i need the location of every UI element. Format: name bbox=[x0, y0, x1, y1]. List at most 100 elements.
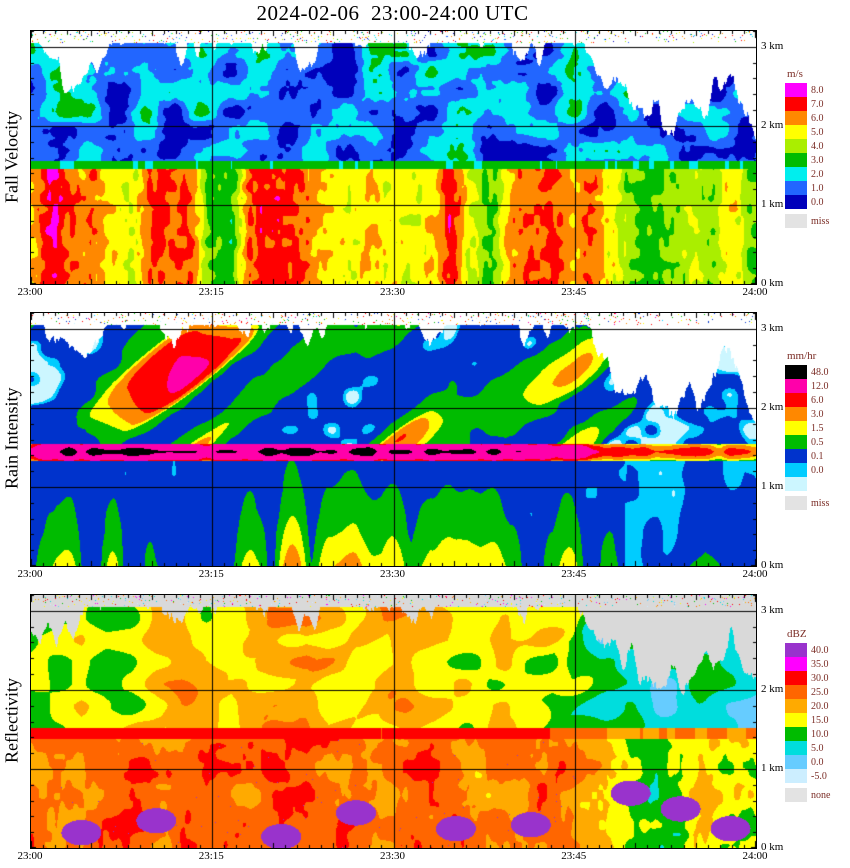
legend-missing-swatch bbox=[785, 788, 807, 802]
fall-velocity-legend-entry: 6.0 bbox=[785, 111, 845, 125]
reflectivity-legend-entry: 15.0 bbox=[785, 713, 845, 727]
rain-intensity-legend-entry: 6.0 bbox=[785, 393, 845, 407]
reflectivity-heatmap bbox=[31, 595, 756, 848]
time-tick-label: 23:45 bbox=[561, 850, 587, 862]
rain-intensity-legend-entry: 3.0 bbox=[785, 407, 845, 421]
time-tick-label: 23:15 bbox=[198, 850, 224, 862]
fall-velocity-legend-entry: 2.0 bbox=[785, 167, 845, 181]
legend-swatch bbox=[785, 139, 807, 153]
time-tick-label: 23:30 bbox=[379, 286, 406, 298]
fall-velocity-unit-label: m/s bbox=[787, 68, 803, 80]
legend-value-label: 0.0 bbox=[811, 464, 824, 476]
legend-swatch bbox=[785, 83, 807, 97]
legend-swatch bbox=[785, 125, 807, 139]
time-tick-label: 23:00 bbox=[17, 568, 43, 580]
legend-swatch bbox=[785, 657, 807, 671]
time-tick-label: 23:45 bbox=[561, 568, 587, 580]
fall-velocity-legend: m/s 8.0 7.0 6.0 5.0 4.0 3.0 2.0 1.0 0.0 miss bbox=[785, 68, 845, 228]
legend-value-label: 6.0 bbox=[811, 394, 824, 406]
height-tick-label: 0 km bbox=[761, 841, 784, 853]
rain-intensity-legend-entry: 48.0 bbox=[785, 365, 845, 379]
legend-swatch bbox=[785, 379, 807, 393]
legend-value-label: 3.0 bbox=[811, 154, 824, 166]
legend-value-label: 15.0 bbox=[811, 714, 829, 726]
legend-value-label: 0.0 bbox=[811, 196, 824, 208]
legend-value-label: 40.0 bbox=[811, 644, 829, 656]
height-tick-label: 0 km bbox=[761, 559, 784, 571]
reflectivity-legend-entry: 30.0 bbox=[785, 671, 845, 685]
legend-swatch bbox=[785, 393, 807, 407]
legend-value-label: 1.5 bbox=[811, 422, 824, 434]
legend-swatch bbox=[785, 167, 807, 181]
legend-swatch bbox=[785, 181, 807, 195]
legend-swatch bbox=[785, 671, 807, 685]
fall-velocity-heatmap bbox=[31, 31, 756, 284]
legend-swatch bbox=[785, 97, 807, 111]
legend-value-label: 30.0 bbox=[811, 672, 829, 684]
reflectivity-unit-label: dBZ bbox=[787, 628, 807, 640]
reflectivity-legend-entry: 5.0 bbox=[785, 741, 845, 755]
legend-swatch bbox=[785, 153, 807, 167]
legend-value-label: 5.0 bbox=[811, 742, 824, 754]
legend-value-label: 1.0 bbox=[811, 182, 824, 194]
legend-swatch bbox=[785, 699, 807, 713]
reflectivity-legend-entry: 10.0 bbox=[785, 727, 845, 741]
legend-missing-label: none bbox=[811, 789, 831, 801]
reflectivity-legend-entry: 20.0 bbox=[785, 699, 845, 713]
height-tick-label: 2 km bbox=[761, 400, 784, 413]
legend-value-label: 3.0 bbox=[811, 408, 824, 420]
legend-value-label: 8.0 bbox=[811, 84, 824, 96]
time-tick-label: 23:45 bbox=[561, 286, 587, 298]
legend-swatch bbox=[785, 435, 807, 449]
legend-swatch bbox=[785, 463, 807, 477]
legend-value-label: 0.0 bbox=[811, 756, 824, 768]
height-tick-label: 2 km bbox=[761, 118, 784, 131]
legend-missing-swatch bbox=[785, 214, 807, 228]
legend-swatch bbox=[785, 449, 807, 463]
reflectivity-legend-missing: none bbox=[785, 788, 845, 802]
reflectivity-legend-entry: -5.0 bbox=[785, 769, 845, 783]
fall-velocity-plot-area bbox=[30, 30, 757, 285]
reflectivity-legend-entry: 0.0 bbox=[785, 755, 845, 769]
fall-velocity-legend-entry: 0.0 bbox=[785, 195, 845, 209]
height-tick-label: 3 km bbox=[761, 321, 784, 334]
legend-value-label: 0.1 bbox=[811, 450, 824, 462]
legend-value-label: 10.0 bbox=[811, 728, 829, 740]
height-tick-label: 0 km bbox=[761, 277, 784, 289]
legend-swatch bbox=[785, 477, 807, 491]
legend-value-label: 35.0 bbox=[811, 658, 829, 670]
fall-velocity-legend-entry: 1.0 bbox=[785, 181, 845, 195]
time-tick-label: 23:30 bbox=[379, 850, 406, 862]
rain-intensity-legend-entry: 1.5 bbox=[785, 421, 845, 435]
legend-value-label: 4.0 bbox=[811, 140, 824, 152]
rain-intensity-legend: mm/hr 48.0 12.0 6.0 3.0 1.5 0.5 0.1 0.0 miss bbox=[785, 350, 845, 510]
fall-velocity-legend-entry: 5.0 bbox=[785, 125, 845, 139]
rain-intensity-legend-entry: 12.0 bbox=[785, 379, 845, 393]
legend-swatch bbox=[785, 643, 807, 657]
reflectivity-legend-entry: 25.0 bbox=[785, 685, 845, 699]
height-tick-label: 1 km bbox=[761, 761, 784, 774]
reflectivity-axis-title: Reflectivity bbox=[1, 678, 22, 763]
fall-velocity-legend-entry: 8.0 bbox=[785, 83, 845, 97]
legend-value-label: 5.0 bbox=[811, 126, 824, 138]
fall-velocity-legend-entry: 7.0 bbox=[785, 97, 845, 111]
legend-swatch bbox=[785, 741, 807, 755]
rain-intensity-legend-entry: 0.1 bbox=[785, 449, 845, 463]
height-tick-label: 1 km bbox=[761, 479, 784, 492]
time-tick-label: 24:00 bbox=[742, 286, 768, 298]
legend-swatch bbox=[785, 685, 807, 699]
reflectivity-legend-entry: 35.0 bbox=[785, 657, 845, 671]
legend-value-label: 20.0 bbox=[811, 700, 829, 712]
rain-intensity-axis-title: Rain Intensity bbox=[1, 387, 22, 490]
height-tick-label: 1 km bbox=[761, 197, 784, 210]
fall-velocity-legend-entry: 3.0 bbox=[785, 153, 845, 167]
legend-swatch bbox=[785, 365, 807, 379]
time-tick-label: 23:15 bbox=[198, 568, 224, 580]
height-tick-label: 3 km bbox=[761, 603, 784, 616]
legend-swatch bbox=[785, 755, 807, 769]
fall-velocity-axis-title: Fall Velocity bbox=[1, 110, 22, 203]
reflectivity-plot-area bbox=[30, 594, 757, 849]
rain-intensity-legend-entry: 0.5 bbox=[785, 435, 845, 449]
legend-swatch bbox=[785, 195, 807, 209]
